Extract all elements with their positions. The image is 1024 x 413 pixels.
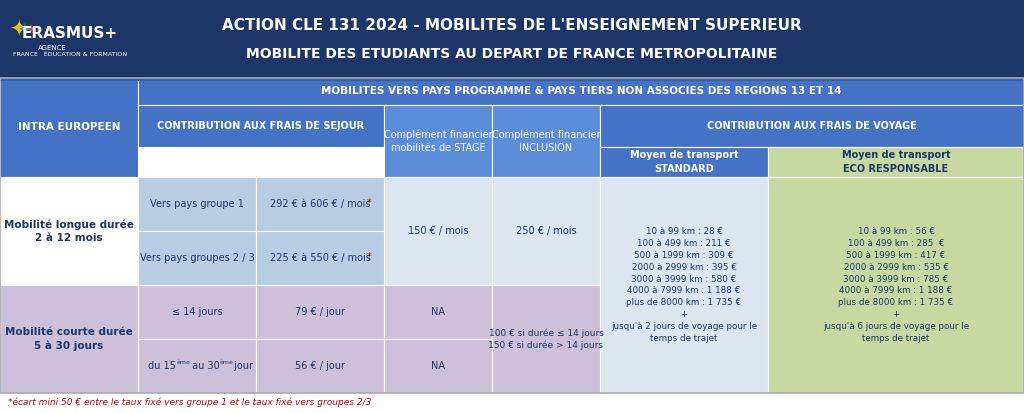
Text: Mobilité courte durée
5 à 30 jours: Mobilité courte durée 5 à 30 jours <box>5 327 133 351</box>
Text: ACTION CLE 131 2024 - MOBILITES DE L'ENSEIGNEMENT SUPERIEUR: ACTION CLE 131 2024 - MOBILITES DE L'ENS… <box>222 19 802 33</box>
Text: Moyen de transport
ECO RESPONSABLE: Moyen de transport ECO RESPONSABLE <box>842 150 950 173</box>
Bar <box>138 285 256 339</box>
Bar <box>492 177 600 285</box>
Bar <box>138 177 256 231</box>
Text: CONTRIBUTION AUX FRAIS DE VOYAGE: CONTRIBUTION AUX FRAIS DE VOYAGE <box>708 121 916 131</box>
Text: ✦: ✦ <box>25 24 36 38</box>
Text: NA: NA <box>431 361 445 371</box>
Text: ERASMUS+: ERASMUS+ <box>22 26 118 41</box>
Bar <box>600 147 768 177</box>
Bar <box>0 177 138 285</box>
Bar <box>384 177 492 285</box>
Text: 150 € / mois: 150 € / mois <box>408 226 468 236</box>
Bar <box>492 285 600 393</box>
Text: Vers pays groupes 2 / 3: Vers pays groupes 2 / 3 <box>139 253 254 263</box>
Bar <box>138 78 1024 105</box>
Bar <box>384 105 492 177</box>
Text: NA: NA <box>431 307 445 317</box>
Text: 10 à 99 km : 28 €
100 à 499 km : 211 €
500 à 1999 km : 309 €
2000 à 2999 km : 39: 10 à 99 km : 28 € 100 à 499 km : 211 € 5… <box>611 228 757 343</box>
Bar <box>0 78 1024 393</box>
Bar <box>138 105 384 147</box>
Bar <box>768 177 1024 393</box>
Bar <box>0 0 1024 78</box>
Text: CONTRIBUTION AUX FRAIS DE SEJOUR: CONTRIBUTION AUX FRAIS DE SEJOUR <box>158 121 365 131</box>
Bar <box>600 105 1024 147</box>
Bar <box>0 78 138 177</box>
Text: INTRA EUROPEEN: INTRA EUROPEEN <box>17 123 120 133</box>
Bar <box>384 339 492 393</box>
Text: ème: ème <box>177 361 190 366</box>
Bar <box>256 177 384 231</box>
Text: FRANCE   ÉDUCATION & FORMATION: FRANCE ÉDUCATION & FORMATION <box>13 52 127 57</box>
Text: MOBILITE DES ETUDIANTS AU DEPART DE FRANCE METROPOLITAINE: MOBILITE DES ETUDIANTS AU DEPART DE FRAN… <box>247 47 777 61</box>
Bar <box>0 285 138 393</box>
Bar <box>0 0 148 78</box>
Text: 292 € à 606 € / mois: 292 € à 606 € / mois <box>269 199 371 209</box>
Text: 250 € / mois: 250 € / mois <box>516 226 577 236</box>
Bar <box>138 339 256 393</box>
Text: au 30: au 30 <box>189 361 220 371</box>
Text: 79 € / jour: 79 € / jour <box>295 307 345 317</box>
Text: *écart mini 50 € entre le taux fixé vers groupe 1 et le taux fixé vers groupes 2: *écart mini 50 € entre le taux fixé vers… <box>8 397 372 407</box>
Text: ème: ème <box>220 361 233 366</box>
Text: Complément financier
INCLUSION: Complément financier INCLUSION <box>492 129 600 153</box>
Text: Moyen de transport
STANDARD: Moyen de transport STANDARD <box>630 150 738 173</box>
Bar <box>256 231 384 285</box>
Bar <box>768 147 1024 177</box>
Text: 56 € / jour: 56 € / jour <box>295 361 345 371</box>
Bar <box>0 78 1024 393</box>
Text: Mobilité longue durée
2 à 12 mois: Mobilité longue durée 2 à 12 mois <box>4 219 134 243</box>
Bar <box>384 285 492 339</box>
Bar <box>600 177 768 393</box>
Bar <box>138 231 256 285</box>
Text: du 15: du 15 <box>148 361 176 371</box>
Text: 100 € si durée ≤ 14 jours
150 € si durée > 14 jours: 100 € si durée ≤ 14 jours 150 € si durée… <box>488 328 603 350</box>
Text: Vers pays groupe 1: Vers pays groupe 1 <box>151 199 244 209</box>
Text: jour: jour <box>231 361 253 371</box>
Text: *: * <box>367 252 372 262</box>
Bar <box>256 339 384 393</box>
Text: 225 € à 550 € / mois: 225 € à 550 € / mois <box>269 253 371 263</box>
Bar <box>0 78 1024 81</box>
Text: *: * <box>367 198 372 208</box>
Text: Complément financier
mobilités de STAGE: Complément financier mobilités de STAGE <box>384 129 493 153</box>
Text: ≤ 14 jours: ≤ 14 jours <box>172 307 222 317</box>
Text: MOBILITES VERS PAYS PROGRAMME & PAYS TIERS NON ASSOCIES DES REGIONS 13 ET 14: MOBILITES VERS PAYS PROGRAMME & PAYS TIE… <box>321 86 842 97</box>
Text: AGENCE: AGENCE <box>38 45 67 51</box>
Text: ✦: ✦ <box>17 22 31 40</box>
Bar <box>492 105 600 177</box>
Text: 10 à 99 km : 56 €
100 à 499 km : 285  €
500 à 1999 km : 417 €
2000 à 2999 km : 5: 10 à 99 km : 56 € 100 à 499 km : 285 € 5… <box>823 228 969 343</box>
Bar <box>256 285 384 339</box>
Text: ✦: ✦ <box>8 21 28 41</box>
